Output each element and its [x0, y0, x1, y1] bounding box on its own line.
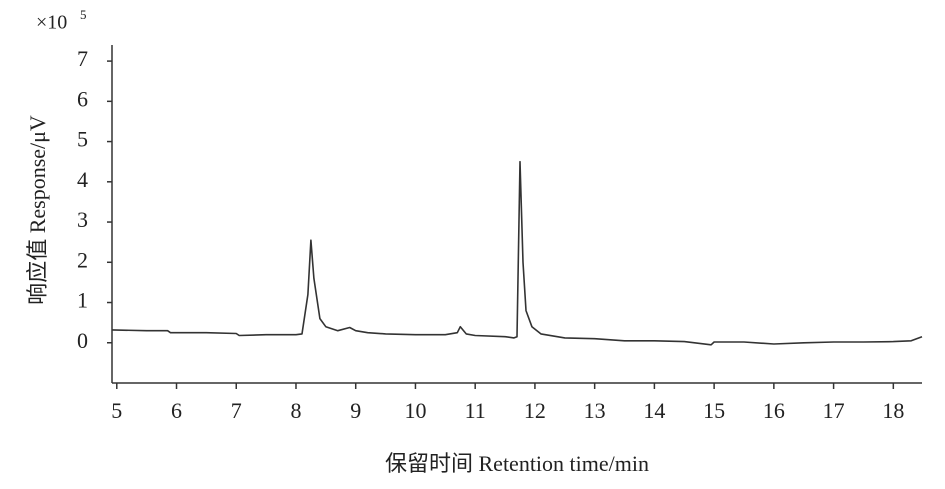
x-tick-label: 16 [763, 398, 785, 423]
x-tick-label: 10 [404, 398, 426, 423]
x-axis-title: 保留时间 Retention time/min [385, 451, 649, 476]
x-tick-label: 7 [231, 398, 242, 423]
y-tick-label: 4 [77, 167, 88, 192]
x-tick-label: 14 [643, 398, 665, 423]
x-tick-label: 18 [882, 398, 904, 423]
y-tick-label: 1 [77, 288, 88, 313]
signal-line [111, 160, 923, 346]
y-tick-label: 6 [77, 86, 88, 111]
y-tick-label: 2 [77, 247, 88, 272]
x-tick-label: 11 [465, 398, 486, 423]
y-multiplier-exponent: 5 [80, 7, 87, 22]
x-tick-label: 17 [823, 398, 845, 423]
x-tick-label: 9 [350, 398, 361, 423]
x-tick-label: 12 [524, 398, 546, 423]
x-tick-label: 5 [111, 398, 122, 423]
y-tick-label: 7 [77, 46, 88, 71]
y-axis-title: 响应值 Response/μV [25, 115, 50, 305]
x-tick-label: 8 [290, 398, 301, 423]
x-tick-label: 13 [584, 398, 606, 423]
y-multiplier: ×10 [36, 12, 67, 34]
x-tick-label: 6 [171, 398, 182, 423]
y-tick-label: 5 [77, 127, 88, 152]
x-tick-label: 15 [703, 398, 725, 423]
y-tick-label: 3 [77, 207, 88, 232]
y-tick-label: 0 [77, 328, 88, 353]
